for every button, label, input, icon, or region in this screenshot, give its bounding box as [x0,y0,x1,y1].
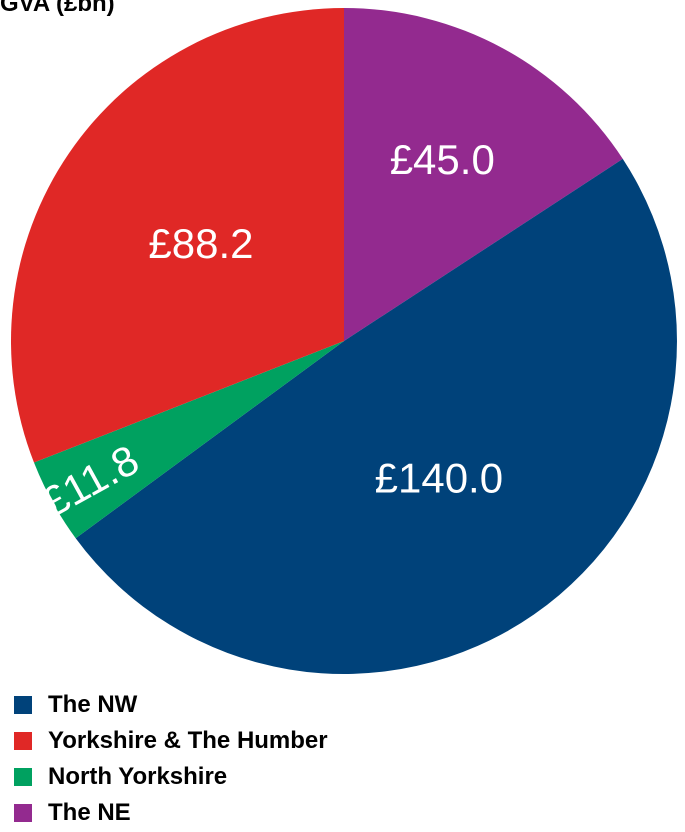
legend-label: North Yorkshire [48,762,228,790]
legend-item-north-yorkshire: North Yorkshire [14,762,328,791]
pie-slice-the-nw [75,158,677,674]
slice-value-label: £45.0 [390,136,495,183]
legend-swatch [14,695,32,714]
pie-slice-the-ne [344,8,623,341]
slice-value-label: £140.0 [375,454,503,501]
pie-slice-north-yorkshire [33,341,344,539]
pie-chart: £45.0£140.0£11.8£88.2 [10,8,677,674]
legend-swatch [14,803,32,822]
legend-swatch [14,731,32,750]
slice-value-label: £88.2 [148,220,253,267]
legend-item-the-nw: The NW [14,690,328,719]
pie-slices [10,8,677,674]
legend-label: Yorkshire & The Humber [48,726,328,754]
pie-slice-yorkshire-the-humber [10,8,345,463]
chart-title: GVA (£bn) [0,0,115,17]
legend-item-the-ne: The NE [14,798,328,827]
legend-item-yorkshire-humber: Yorkshire & The Humber [14,726,328,755]
legend-swatch [14,767,32,786]
legend-label: The NE [48,798,131,826]
legend: The NW Yorkshire & The Humber North York… [14,690,328,832]
legend-label: The NW [48,690,138,718]
